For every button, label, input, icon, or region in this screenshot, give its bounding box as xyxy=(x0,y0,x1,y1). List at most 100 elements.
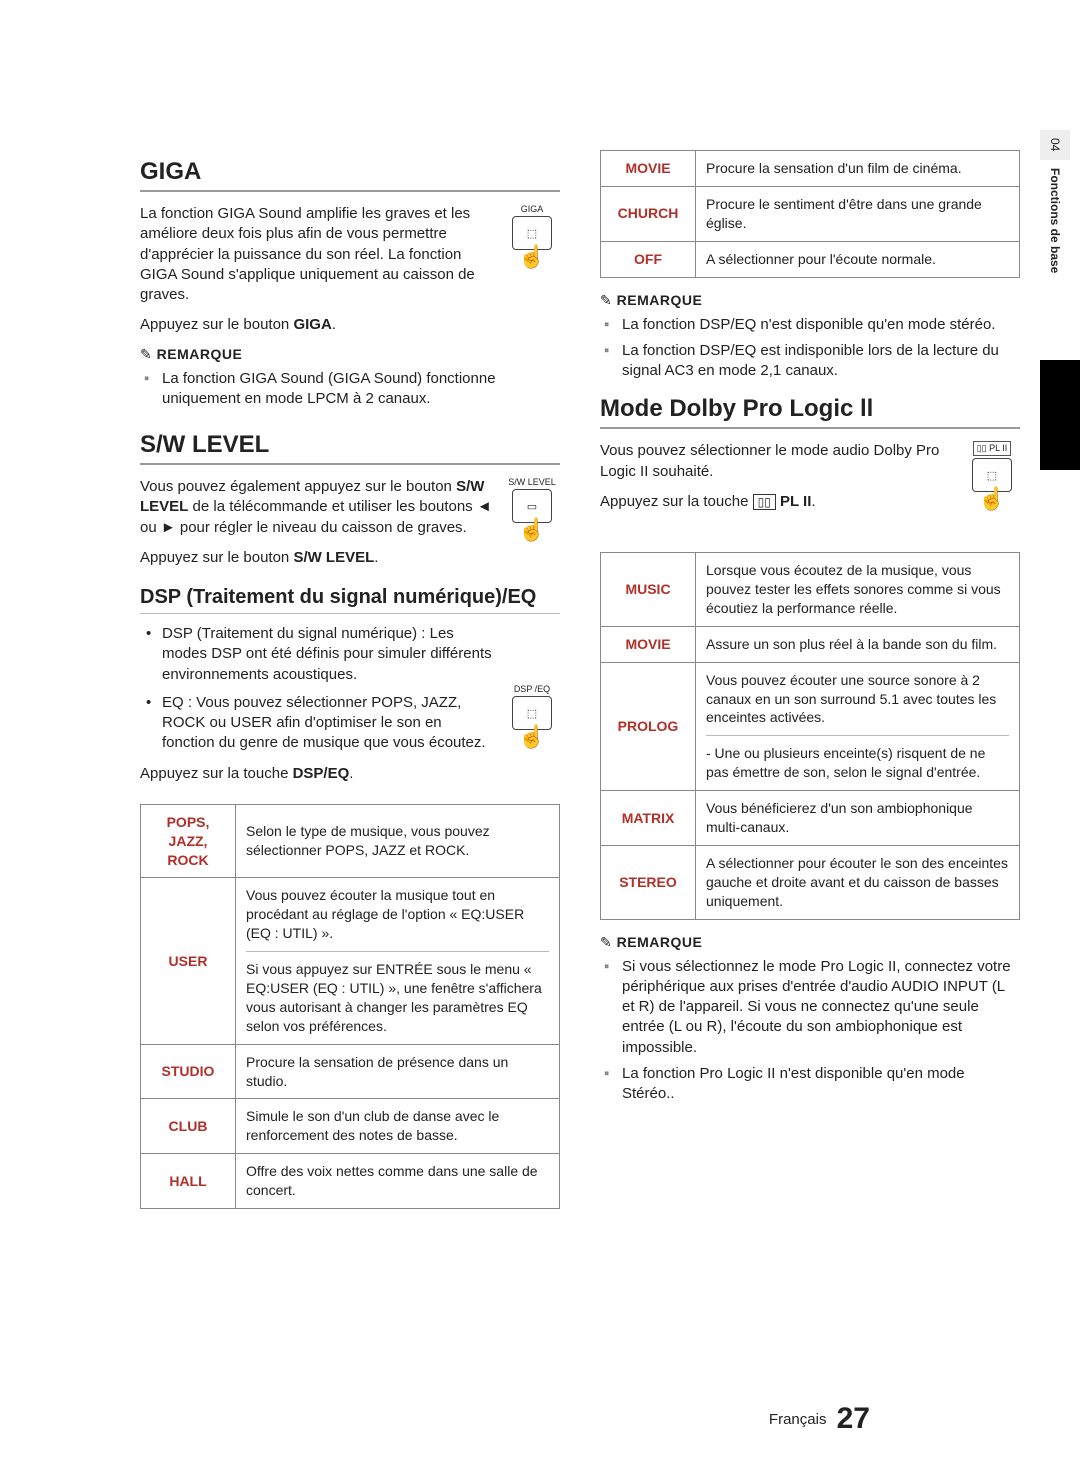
dolby-heading: Mode Dolby Pro Logic ll xyxy=(600,395,1020,429)
option-value: Procure la sensation de présence dans un… xyxy=(236,1044,560,1099)
remarque-heading: REMARQUE xyxy=(600,934,1020,951)
note-item: La fonction GIGA Sound (GIGA Sound) fonc… xyxy=(162,369,560,410)
chapter-tab: 04 Fonctions de base xyxy=(1040,130,1080,360)
option-key: MOVIE xyxy=(601,151,696,187)
table-row: CLUB Simule le son d'un club de danse av… xyxy=(141,1099,560,1154)
bullet-item: DSP (Traitement du signal numérique) : L… xyxy=(162,624,560,685)
text: Appuyez sur la touche xyxy=(140,765,293,782)
footer-language: Français xyxy=(769,1411,827,1428)
bullet-item: EQ : Vous pouvez sélectionner POPS, JAZZ… xyxy=(162,693,560,754)
dolby-description: Vous pouvez sélectionner le mode audio D… xyxy=(600,441,1020,482)
dolby-options-table: MUSIC Lorsque vous écoutez de la musique… xyxy=(600,552,1020,919)
option-value: Selon le type de musique, vous pouvez sé… xyxy=(236,804,560,878)
table-row: MOVIE Procure la sensation d'un film de … xyxy=(601,151,1020,187)
left-column: GIGA GIGA ⬚ ☝ La fonction GIGA Sound amp… xyxy=(140,150,560,1223)
icon-label: GIGA xyxy=(504,204,560,214)
table-row: MATRIX Vous bénéficierez d'un son ambiop… xyxy=(601,791,1020,846)
text: - Une ou plusieurs enceinte(s) risquent … xyxy=(706,735,1009,782)
table-row: HALL Offre des voix nettes comme dans un… xyxy=(141,1154,560,1209)
giga-heading: GIGA xyxy=(140,158,560,192)
swlevel-press: Appuyez sur le bouton S/W LEVEL. xyxy=(140,548,560,568)
remarque-heading: REMARQUE xyxy=(600,292,1020,309)
note-item: La fonction DSP/EQ n'est disponible qu'e… xyxy=(622,315,1020,335)
option-value: Vous pouvez écouter une source sonore à … xyxy=(696,662,1020,790)
option-value: Offre des voix nettes comme dans une sal… xyxy=(236,1154,560,1209)
text: Vous pouvez également appuyez sur le bou… xyxy=(140,478,456,495)
dsp-press: Appuyez sur la touche DSP/EQ. xyxy=(140,764,560,784)
option-key: STUDIO xyxy=(141,1044,236,1099)
plii-glyph: ▯▯ xyxy=(753,494,776,510)
text: Vous pouvez écouter la musique tout en p… xyxy=(246,886,549,943)
button-name: S/W LEVEL xyxy=(293,549,374,566)
icon-label: ▯▯ PL II xyxy=(973,441,1012,456)
option-key: HALL xyxy=(141,1154,236,1209)
option-value: A sélectionner pour l'écoute normale. xyxy=(696,241,1020,277)
text: Appuyez sur la touche xyxy=(600,493,753,510)
table-row: USER Vous pouvez écouter la musique tout… xyxy=(141,878,560,1044)
option-value: Vous pouvez écouter la musique tout en p… xyxy=(236,878,560,1044)
text: Appuyez sur le bouton xyxy=(140,549,293,566)
giga-description: La fonction GIGA Sound amplifie les grav… xyxy=(140,204,560,305)
hand-icon: ☝ xyxy=(504,519,560,541)
text: Si vous appuyez sur ENTRÉE sous le menu … xyxy=(246,951,549,1036)
plii-button-icon: ▯▯ PL II ⬚ ☝ xyxy=(964,441,1020,510)
option-value: Vous bénéficierez d'un son ambiophonique… xyxy=(696,791,1020,846)
note-item: La fonction Pro Logic II n'est disponibl… xyxy=(622,1064,1020,1105)
swlevel-heading: S/W LEVEL xyxy=(140,431,560,465)
text: . xyxy=(349,765,353,782)
icon-label: S/W LEVEL xyxy=(504,477,560,487)
text: . xyxy=(811,493,815,510)
dsp-notes: La fonction DSP/EQ n'est disponible qu'e… xyxy=(600,315,1020,382)
option-key: POPS, JAZZ, ROCK xyxy=(141,804,236,878)
option-key: MOVIE xyxy=(601,626,696,662)
text: . xyxy=(332,316,336,333)
table-row: PROLOG Vous pouvez écouter une source so… xyxy=(601,662,1020,790)
tab-marker xyxy=(1040,360,1080,470)
giga-press: Appuyez sur le bouton GIGA. xyxy=(140,315,560,335)
table-row: MOVIE Assure un son plus réel à la bande… xyxy=(601,626,1020,662)
giga-button-icon: GIGA ⬚ ☝ xyxy=(504,204,560,268)
note-item: Si vous sélectionnez le mode Pro Logic I… xyxy=(622,957,1020,1058)
table-row: POPS, JAZZ, ROCK Selon le type de musiqu… xyxy=(141,804,560,878)
button-name: PL II xyxy=(780,493,811,510)
note-item: La fonction DSP/EQ est indisponible lors… xyxy=(622,341,1020,382)
remarque-heading: REMARQUE xyxy=(140,346,560,363)
dsp-heading: DSP (Traitement du signal numérique)/EQ xyxy=(140,586,560,614)
dsp-options-table-cont: MOVIE Procure la sensation d'un film de … xyxy=(600,150,1020,278)
option-value: Procure la sensation d'un film de cinéma… xyxy=(696,151,1020,187)
table-row: STUDIO Procure la sensation de présence … xyxy=(141,1044,560,1099)
swlevel-button-icon: S/W LEVEL ▭ ☝ xyxy=(504,477,560,541)
option-key: CLUB xyxy=(141,1099,236,1154)
option-key: STEREO xyxy=(601,845,696,919)
dolby-notes: Si vous sélectionnez le mode Pro Logic I… xyxy=(600,957,1020,1105)
text: de la télécommande et utiliser les bouto… xyxy=(140,498,492,535)
table-row: MUSIC Lorsque vous écoutez de la musique… xyxy=(601,553,1020,627)
table-row: STEREO A sélectionner pour écouter le so… xyxy=(601,845,1020,919)
table-row: OFF A sélectionner pour l'écoute normale… xyxy=(601,241,1020,277)
dsp-bullets: DSP (Traitement du signal numérique) : L… xyxy=(140,624,560,754)
button-name: GIGA xyxy=(293,316,331,333)
text: Vous pouvez écouter une source sonore à … xyxy=(706,671,1009,728)
option-key: PROLOG xyxy=(601,662,696,790)
text: . xyxy=(374,549,378,566)
dsp-options-table: POPS, JAZZ, ROCK Selon le type de musiqu… xyxy=(140,804,560,1209)
option-key: MUSIC xyxy=(601,553,696,627)
option-value: Simule le son d'un club de danse avec le… xyxy=(236,1099,560,1154)
option-key: MATRIX xyxy=(601,791,696,846)
right-column: MOVIE Procure la sensation d'un film de … xyxy=(600,150,1020,1223)
option-value: A sélectionner pour écouter le son des e… xyxy=(696,845,1020,919)
giga-notes: La fonction GIGA Sound (GIGA Sound) fonc… xyxy=(140,369,560,410)
button-name: DSP/EQ xyxy=(293,765,350,782)
option-key: OFF xyxy=(601,241,696,277)
option-value: Lorsque vous écoutez de la musique, vous… xyxy=(696,553,1020,627)
swlevel-description: Vous pouvez également appuyez sur le bou… xyxy=(140,477,560,538)
hand-icon: ☝ xyxy=(504,246,560,268)
option-key: CHURCH xyxy=(601,186,696,241)
hand-icon: ☝ xyxy=(964,488,1020,510)
option-key: USER xyxy=(141,878,236,1044)
text: Appuyez sur le bouton xyxy=(140,316,293,333)
chapter-label: Fonctions de base xyxy=(1040,160,1070,340)
chapter-number: 04 xyxy=(1040,130,1070,160)
table-row: CHURCH Procure le sentiment d'être dans … xyxy=(601,186,1020,241)
page-number: 27 xyxy=(837,1402,870,1435)
